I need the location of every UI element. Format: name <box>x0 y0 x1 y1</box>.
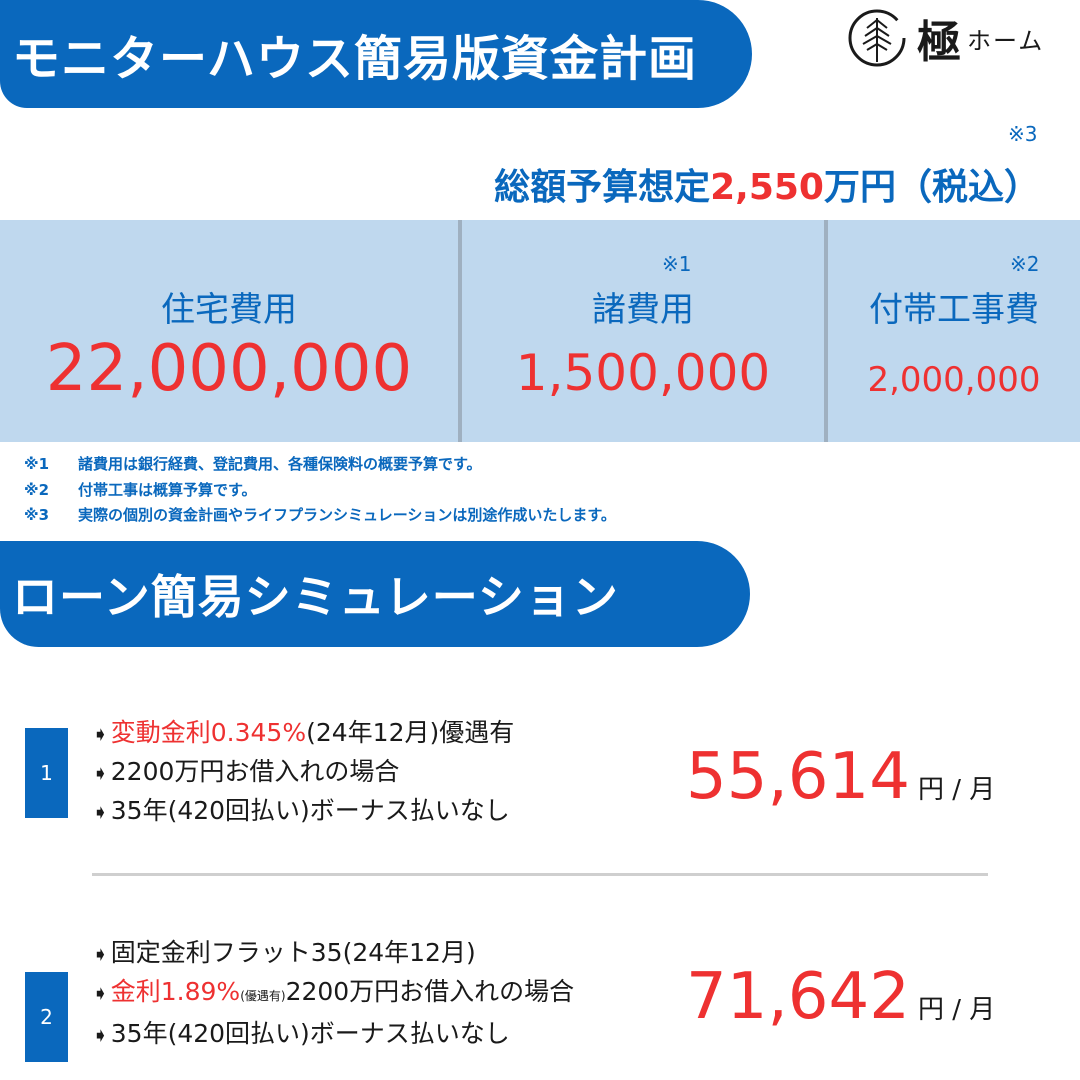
loan-title: ローン簡易シミュレーション <box>12 570 619 624</box>
footnote-text: 実際の個別の資金計画やライフプランシミュレーションは別途作成いたします。 <box>78 506 616 524</box>
cost-cell-extra: ※2 付帯工事費 2,000,000 <box>824 220 1080 442</box>
plan-details: ➧変動金利0.345%(24年12月)優遇有 ➧2200万円お借入れの場合 ➧3… <box>92 714 514 831</box>
payment-amount: 55,614 <box>686 740 910 814</box>
plan-title-banner: モニターハウス簡易版資金計画 <box>0 0 752 108</box>
plan-term: 35年(420回払い)ボーナス払いなし <box>110 796 510 825</box>
plan-loan-amount: 2200万円お借入れの場合 <box>285 977 575 1006</box>
loan-plan-1: 1 ➧変動金利0.345%(24年12月)優遇有 ➧2200万円お借入れの場合 … <box>0 710 1080 840</box>
plan-line: ➧金利1.89%(優遇有)2200万円お借入れの場合 <box>92 973 574 1015</box>
total-budget: 総額予算想定2,550万円（税込） <box>494 158 1040 210</box>
total-amount: 2,550 <box>710 167 824 208</box>
plan-divider <box>92 873 988 876</box>
arrow-icon: ➧ <box>92 761 109 785</box>
plan-rate-type: 固定金利フラット35(24年12月) <box>110 938 476 967</box>
cost-value: 22,000,000 <box>45 332 413 406</box>
total-prefix: 総額予算想定 <box>494 167 711 208</box>
total-note-mark: ※3 <box>1008 122 1038 146</box>
plan-term: 35年(420回払い)ボーナス払いなし <box>110 1019 510 1048</box>
total-suffix: 万円（税込） <box>823 167 1040 208</box>
monthly-payment: 55,614 円 / 月 <box>686 740 995 814</box>
cost-label: 付帯工事費 <box>869 290 1039 330</box>
payment-unit: 円 / 月 <box>917 995 996 1025</box>
plan-line: ➧35年(420回払い)ボーナス払いなし <box>92 1015 574 1054</box>
plan-rate-note: (優遇有) <box>240 989 286 1003</box>
monthly-payment: 71,642 円 / 月 <box>686 960 995 1034</box>
footnote-mark: ※2 <box>24 480 50 499</box>
cost-cell-house: 住宅費用 22,000,000 <box>0 220 458 442</box>
arrow-icon: ➧ <box>92 800 109 824</box>
footnote-text: 諸費用は銀行経費、登記費用、各種保険料の概要予算です。 <box>78 455 482 473</box>
footnote: ※3 実際の個別の資金計画やライフプランシミュレーションは別途作成いたします。 <box>24 503 616 529</box>
arrow-icon: ➧ <box>92 722 109 746</box>
cost-value: 1,500,000 <box>515 344 771 402</box>
company-logo: 極 ホーム <box>845 6 1044 70</box>
cost-note-mark: ※2 <box>1010 252 1040 276</box>
arrow-icon: ➧ <box>92 981 109 1005</box>
logo-kana: ホーム <box>967 26 1045 55</box>
plan-details: ➧固定金利フラット35(24年12月) ➧金利1.89%(優遇有)2200万円お… <box>92 934 574 1054</box>
plan-rate: 変動金利0.345% <box>110 718 307 747</box>
arrow-icon: ➧ <box>92 1023 109 1047</box>
arrow-icon: ➧ <box>92 942 109 966</box>
footnote-text: 付帯工事は概算予算です。 <box>78 480 257 499</box>
cost-cell-misc: ※1 諸費用 1,500,000 <box>458 220 824 442</box>
footnote-mark: ※3 <box>24 506 50 524</box>
plan-number-badge: 1 <box>25 728 68 818</box>
loan-title-banner: ローン簡易シミュレーション <box>0 541 750 647</box>
footnote: ※1 諸費用は銀行経費、登記費用、各種保険料の概要予算です。 <box>24 452 616 478</box>
plan-rate: 金利1.89% <box>110 977 241 1006</box>
cost-note-mark: ※1 <box>662 252 692 276</box>
plan-loan-amount: 2200万円お借入れの場合 <box>110 757 400 786</box>
footnote: ※2 付帯工事は概算予算です。 <box>24 478 616 504</box>
cost-label: 住宅費用 <box>161 290 297 330</box>
footnotes: ※1 諸費用は銀行経費、登記費用、各種保険料の概要予算です。 ※2 付帯工事は概算予… <box>24 452 616 529</box>
plan-number-badge: 2 <box>25 972 68 1062</box>
footnote-mark: ※1 <box>24 455 50 473</box>
plan-line: ➧2200万円お借入れの場合 <box>92 753 514 792</box>
cost-label: 諸費用 <box>592 290 694 330</box>
cost-value: 2,000,000 <box>867 360 1041 400</box>
loan-plan-2: 2 ➧固定金利フラット35(24年12月) ➧金利1.89%(優遇有)2200万… <box>0 930 1080 1070</box>
tree-emblem-icon <box>848 9 906 67</box>
payment-unit: 円 / 月 <box>917 775 996 805</box>
plan-line: ➧35年(420回払い)ボーナス払いなし <box>92 792 514 831</box>
payment-amount: 71,642 <box>686 960 910 1034</box>
plan-title: モニターハウス簡易版資金計画 <box>12 31 698 87</box>
logo-kanji: 極 <box>917 17 961 68</box>
cost-table: 住宅費用 22,000,000 ※1 諸費用 1,500,000 ※2 付帯工事… <box>0 220 1080 442</box>
plan-line: ➧固定金利フラット35(24年12月) <box>92 934 574 973</box>
plan-rate-note: (24年12月)優遇有 <box>306 718 515 747</box>
plan-line: ➧変動金利0.345%(24年12月)優遇有 <box>92 714 514 753</box>
